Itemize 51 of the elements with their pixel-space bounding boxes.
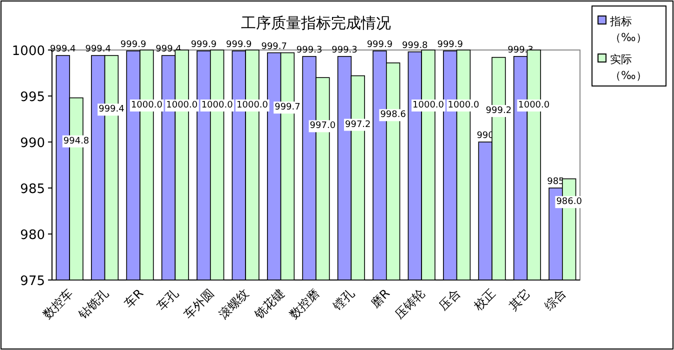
data-label: 999.3	[332, 45, 358, 56]
y-tick-label: 975	[20, 274, 45, 289]
data-label: 999.9	[190, 40, 217, 50]
data-label: 1000.0	[201, 100, 234, 110]
x-tick-label: 车R	[122, 286, 146, 311]
legend-label: 指标（‰）	[609, 15, 647, 44]
data-label: 1000.0	[166, 100, 198, 110]
x-tick-label: 磨R	[368, 286, 393, 311]
x-tick-label: 数控磨	[286, 286, 322, 322]
x-tick-label: 滚螺纹	[216, 286, 252, 322]
data-label: 999.9	[437, 40, 464, 50]
data-label: 999.4	[50, 44, 76, 55]
x-tick-label: 其它	[506, 286, 534, 314]
data-label: 999.9	[226, 40, 252, 50]
data-label: 997.2	[345, 120, 371, 130]
data-label: 1000.0	[518, 100, 550, 110]
data-label: 999.4	[85, 44, 112, 55]
y-tick-label: 990	[20, 136, 45, 151]
x-tick-label: 镗孔	[330, 286, 358, 314]
data-label: 1000.0	[448, 100, 480, 110]
data-label: 999.4	[98, 104, 125, 115]
data-label: 986.0	[556, 197, 582, 208]
x-tick-label: 综合	[542, 286, 569, 314]
data-label: 1000.0	[236, 100, 268, 110]
data-label: 999.8	[402, 40, 428, 51]
chart-title: 工序质量指标完成情况	[241, 14, 391, 32]
x-tick-label: 车外圆	[181, 286, 217, 322]
data-label: 999.2	[486, 106, 512, 116]
y-tick-label: 980	[20, 228, 45, 243]
data-label: 998.6	[380, 110, 406, 120]
y-tick-label: 985	[20, 182, 45, 197]
data-label: 999.4	[156, 44, 182, 55]
x-tick-label: 数控车	[40, 286, 76, 322]
data-label: 1000.0	[412, 100, 444, 110]
legend-label: 实际（‰）	[610, 53, 647, 82]
data-label: 997.0	[310, 121, 336, 132]
x-tick-label: 车孔	[154, 286, 182, 314]
y-tick-label: 1000	[12, 44, 45, 59]
data-label: 999.7	[274, 102, 300, 113]
x-tick-label: 铣花键	[250, 286, 287, 322]
x-tick-label: 校正	[470, 286, 498, 314]
data-label: 999.3	[296, 45, 322, 56]
x-tick-label: 压铸轮	[392, 286, 428, 322]
x-tick-label: 钻铣孔	[74, 286, 111, 322]
y-tick-label: 995	[20, 90, 45, 105]
data-label: 994.8	[63, 136, 90, 146]
data-label: 1000.0	[130, 100, 163, 110]
data-label: 999.7	[261, 42, 287, 52]
data-label: 999.9	[120, 40, 146, 50]
data-label: 999.9	[366, 40, 393, 50]
x-tick-label: 压合	[436, 286, 463, 314]
